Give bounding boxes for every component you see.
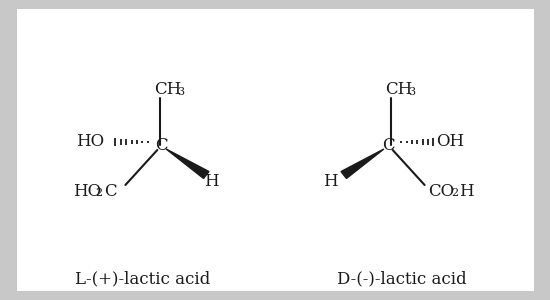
Text: C: C — [156, 136, 168, 154]
Text: 3: 3 — [177, 88, 184, 98]
Text: H: H — [459, 182, 474, 200]
Text: H: H — [323, 172, 337, 190]
Text: C: C — [382, 136, 394, 154]
Polygon shape — [166, 149, 209, 178]
Text: OH: OH — [436, 134, 464, 151]
Text: HO: HO — [76, 134, 104, 151]
Text: C: C — [104, 182, 117, 200]
Text: H: H — [205, 172, 219, 190]
Text: D-(-)-lactic acid: D-(-)-lactic acid — [337, 271, 466, 287]
Text: HO: HO — [73, 182, 101, 200]
Text: CH: CH — [385, 82, 412, 98]
Text: CH: CH — [154, 82, 182, 98]
Text: 2: 2 — [451, 188, 458, 199]
Text: 3: 3 — [408, 88, 415, 98]
Text: CO: CO — [428, 182, 454, 200]
Text: L-(+)-lactic acid: L-(+)-lactic acid — [75, 271, 211, 287]
Polygon shape — [341, 149, 384, 178]
Text: 2: 2 — [96, 188, 103, 199]
